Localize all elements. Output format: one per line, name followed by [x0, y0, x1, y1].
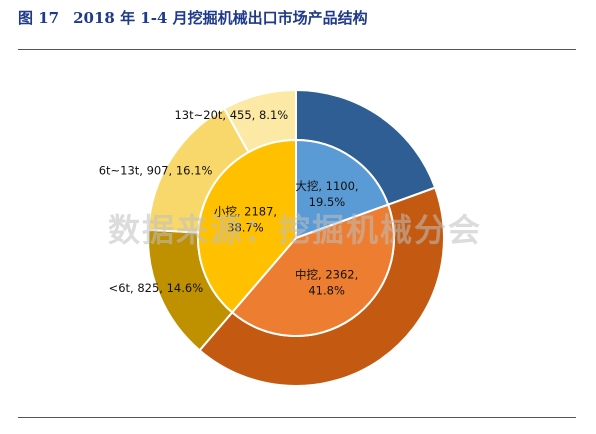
inner-slice-1: [230, 203, 395, 337]
inner-pie: [197, 138, 395, 337]
inner-slice-0: [295, 138, 390, 240]
inner-slice-label-1: 中挖, 2362, 41.8%: [295, 267, 358, 297]
figure-title-text: 2018 年 1-4 月挖掘机械出口市场产品结构: [73, 9, 368, 27]
outer-slice-label-3: 6t~13t, 907, 16.1%: [99, 164, 213, 178]
outer-slice-label-2: <6t, 825, 14.6%: [109, 281, 204, 295]
inner-slice-label-2: 小挖, 2187, 38.7%: [214, 204, 277, 234]
bottom-rule: [18, 417, 576, 418]
top-rule: [18, 49, 576, 50]
figure-title: 图 17 2018 年 1-4 月挖掘机械出口市场产品结构: [18, 7, 382, 28]
inner-slice-2: [197, 138, 297, 314]
figure-number: 图 17: [18, 9, 60, 27]
outer-slice-label-4: 13t~20t, 455, 8.1%: [174, 108, 288, 122]
watermark-text: 数据来源：挖掘机械分会: [108, 211, 482, 249]
data-labels: 大挖, 1100, 19.5% 中挖, 2362, 41.8% 小挖, 2187, 38.…: [99, 108, 359, 297]
inner-slice-label-0: 大挖, 1100, 19.5%: [295, 179, 358, 209]
